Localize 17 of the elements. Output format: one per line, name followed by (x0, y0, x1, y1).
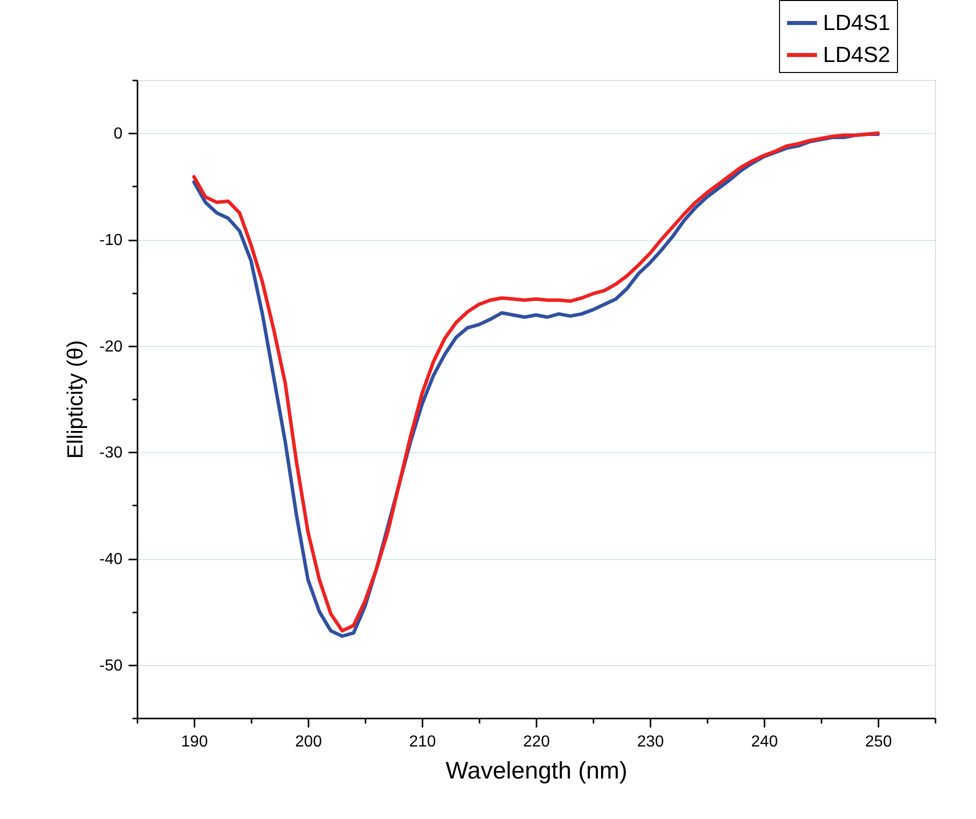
y-tick-label: -20 (99, 338, 123, 356)
x-tick-label: 240 (751, 734, 778, 750)
y-tick-label: -40 (99, 551, 123, 568)
y-tick-label: -50 (99, 657, 123, 674)
legend-label: LD4S2 (823, 42, 890, 67)
x-tick-label: 210 (409, 734, 436, 750)
x-tick-label: 230 (637, 734, 664, 750)
y-tick-label: 0 (114, 126, 123, 143)
x-tick-label: 220 (523, 734, 550, 750)
x-tick-label: 250 (865, 734, 892, 750)
x-axis-title: Wavelength (nm) (446, 758, 628, 784)
y-tick-label: -30 (99, 444, 123, 462)
y-tick-label: -10 (99, 232, 123, 249)
y-axis-title: Ellipticity (θ) (62, 340, 88, 459)
legend-label: LD4S1 (823, 10, 890, 35)
x-tick-label: 190 (181, 734, 208, 750)
x-tick-label: 200 (295, 734, 322, 750)
